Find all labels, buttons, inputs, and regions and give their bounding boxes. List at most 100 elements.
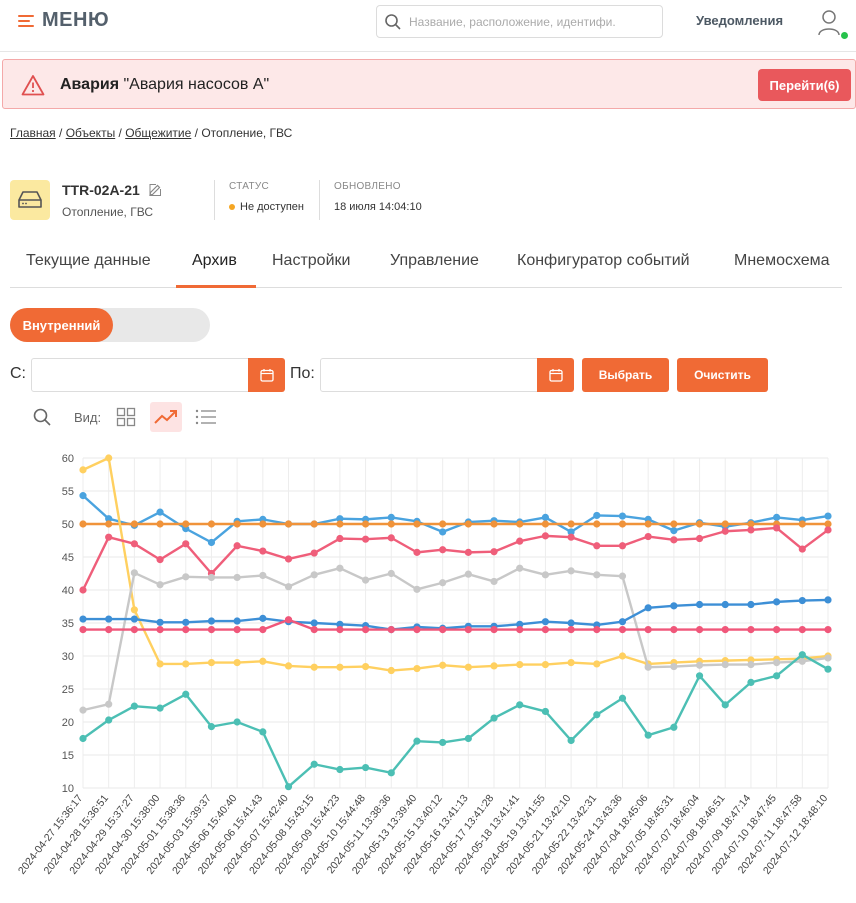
- series-point[interactable]: [464, 548, 472, 556]
- view-list-button[interactable]: [191, 402, 221, 432]
- series-point[interactable]: [670, 602, 678, 610]
- series-point[interactable]: [567, 567, 575, 575]
- series-point[interactable]: [593, 711, 601, 719]
- series-point[interactable]: [773, 659, 781, 667]
- from-calendar-button[interactable]: [248, 358, 285, 392]
- series-point[interactable]: [567, 736, 575, 745]
- series-point[interactable]: [798, 657, 806, 665]
- series-point[interactable]: [182, 690, 190, 698]
- series-point[interactable]: [413, 626, 421, 634]
- series-point[interactable]: [644, 731, 652, 739]
- series-point[interactable]: [182, 618, 190, 626]
- series-point[interactable]: [824, 526, 832, 534]
- edit-icon[interactable]: [148, 183, 162, 197]
- series-point[interactable]: [567, 619, 575, 627]
- series-point[interactable]: [233, 542, 241, 550]
- series-point[interactable]: [387, 513, 395, 522]
- series-point[interactable]: [413, 520, 421, 528]
- series-point[interactable]: [618, 626, 627, 634]
- series-point[interactable]: [156, 704, 164, 712]
- zoom-button[interactable]: [27, 402, 57, 432]
- series-point[interactable]: [387, 626, 395, 634]
- series-point[interactable]: [567, 533, 575, 541]
- breadcrumb-dormitory[interactable]: Общежитие: [125, 126, 192, 140]
- series-point[interactable]: [207, 617, 216, 625]
- series-point[interactable]: [387, 666, 395, 675]
- series-point[interactable]: [233, 573, 241, 582]
- series-point[interactable]: [182, 626, 190, 634]
- series-point[interactable]: [336, 564, 344, 572]
- series-point[interactable]: [233, 626, 241, 634]
- series-point[interactable]: [670, 662, 678, 671]
- series-point[interactable]: [824, 654, 832, 662]
- series-point[interactable]: [798, 651, 806, 659]
- series-point[interactable]: [130, 520, 138, 528]
- series-point[interactable]: [79, 492, 87, 500]
- to-date-input[interactable]: [320, 358, 538, 392]
- series-point[interactable]: [156, 581, 164, 589]
- tab-mnemonic[interactable]: Мнемосхема: [734, 252, 830, 269]
- series-point[interactable]: [233, 659, 241, 667]
- series-point[interactable]: [207, 723, 216, 731]
- series-point[interactable]: [259, 657, 267, 665]
- series-point[interactable]: [79, 586, 87, 594]
- series-point[interactable]: [464, 570, 472, 578]
- series-point[interactable]: [79, 626, 87, 634]
- tab-event-configurator[interactable]: Конфигуратор событий: [517, 252, 690, 269]
- series-point[interactable]: [670, 626, 678, 634]
- series-point[interactable]: [259, 520, 267, 528]
- source-toggle[interactable]: Внутренний: [10, 308, 210, 342]
- series-point[interactable]: [541, 513, 550, 522]
- series-point[interactable]: [490, 520, 498, 528]
- series-point[interactable]: [773, 598, 781, 606]
- series-point[interactable]: [490, 548, 498, 556]
- menu-button[interactable]: МЕНЮ: [18, 9, 109, 32]
- series-point[interactable]: [670, 723, 678, 731]
- series-point[interactable]: [490, 662, 498, 670]
- series-point[interactable]: [310, 619, 318, 627]
- series-point[interactable]: [387, 534, 395, 542]
- series-point[interactable]: [336, 626, 344, 634]
- series-point[interactable]: [747, 660, 755, 669]
- view-grid-button[interactable]: [111, 402, 141, 432]
- series-point[interactable]: [284, 555, 293, 563]
- series-point[interactable]: [156, 618, 164, 626]
- series-point[interactable]: [670, 527, 678, 535]
- series-point[interactable]: [284, 662, 293, 670]
- series-point[interactable]: [182, 540, 190, 548]
- series-point[interactable]: [516, 660, 524, 669]
- series-point[interactable]: [798, 520, 806, 528]
- search-input[interactable]: [409, 14, 649, 29]
- series-point[interactable]: [824, 665, 832, 673]
- series-point[interactable]: [207, 573, 216, 582]
- series-point[interactable]: [105, 520, 113, 528]
- series-point[interactable]: [387, 520, 395, 528]
- series-point[interactable]: [644, 532, 652, 541]
- series-point[interactable]: [105, 533, 113, 541]
- series-point[interactable]: [618, 542, 627, 550]
- series-point[interactable]: [439, 528, 447, 536]
- series-point[interactable]: [105, 626, 113, 634]
- series-point[interactable]: [130, 606, 138, 614]
- series-point[interactable]: [644, 626, 652, 634]
- series-point[interactable]: [336, 520, 344, 528]
- series-point[interactable]: [644, 604, 652, 612]
- toggle-internal[interactable]: Внутренний: [10, 308, 113, 342]
- series-point[interactable]: [336, 765, 344, 774]
- breadcrumb-home[interactable]: Главная: [10, 126, 56, 140]
- series-point[interactable]: [310, 663, 318, 671]
- series-point[interactable]: [593, 542, 601, 550]
- series-point[interactable]: [79, 520, 87, 528]
- clear-button[interactable]: Очистить: [677, 358, 768, 392]
- series-point[interactable]: [79, 734, 87, 743]
- series-point[interactable]: [361, 662, 370, 671]
- series-point[interactable]: [541, 618, 550, 626]
- series-point[interactable]: [721, 660, 729, 669]
- series-point[interactable]: [387, 569, 395, 578]
- series-point[interactable]: [490, 714, 498, 722]
- series-point[interactable]: [361, 763, 370, 772]
- series-point[interactable]: [824, 626, 832, 634]
- view-chart-button[interactable]: [150, 402, 182, 432]
- series-point[interactable]: [207, 520, 216, 528]
- series-point[interactable]: [233, 718, 241, 726]
